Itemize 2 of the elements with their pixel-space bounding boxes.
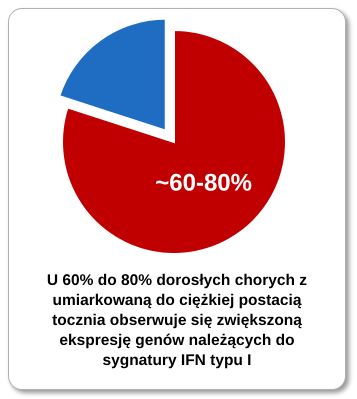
text: U 60% do 80% dorosłych chorych z umiarkowaną do ciężkiej postacią tocznia obserwuje się zwiększoną ekspresję genów należących do sygnatury IFN typu I: [46, 271, 308, 371]
text: ~60-80%: [155, 169, 252, 196]
